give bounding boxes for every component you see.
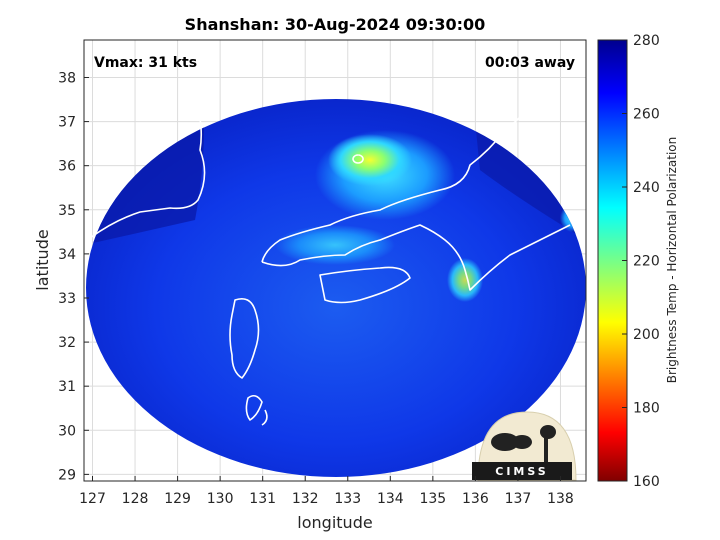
x-tick-label: 128	[122, 491, 149, 507]
coast-oki	[352, 154, 364, 164]
colorbar-tick-label: 220	[633, 254, 660, 270]
cimss-logo-text: CIMSS	[495, 465, 548, 478]
x-tick-label: 136	[462, 491, 489, 507]
x-axis-label: longitude	[297, 513, 372, 532]
colorbar-tick-label: 280	[633, 33, 660, 49]
vmax-annotation: Vmax: 31 kts	[94, 55, 197, 71]
colorbar-label: Brightness Temp - Horizontal Polarizatio…	[665, 137, 679, 384]
y-tick-label: 37	[58, 115, 76, 131]
x-tick-label: 134	[377, 491, 404, 507]
y-tick-label: 38	[58, 70, 76, 86]
swath-field	[86, 99, 586, 477]
y-axis-label: latitude	[33, 229, 52, 290]
x-tick-label: 127	[79, 491, 106, 507]
cimss-logo: CIMSS	[472, 411, 577, 481]
y-tick-label: 32	[58, 335, 76, 351]
y-tick-label: 31	[58, 379, 76, 395]
cold-feature-band	[275, 225, 395, 265]
y-tick-label: 36	[58, 159, 76, 175]
y-tick-label: 33	[58, 291, 76, 307]
y-tick-label: 34	[58, 247, 76, 263]
x-tick-label: 132	[292, 491, 319, 507]
coast-islands-south	[245, 394, 268, 426]
coast-honshu-south	[261, 224, 571, 291]
colorbar-tick-label: 240	[633, 180, 660, 196]
coast-kyushu	[229, 297, 260, 379]
colorbar-tick-label: 160	[633, 474, 660, 490]
x-tick-label: 138	[547, 491, 574, 507]
chart-title: Shanshan: 30-Aug-2024 09:30:00	[185, 15, 486, 34]
y-tick-label: 30	[58, 423, 76, 439]
plot-frame	[83, 39, 587, 482]
x-tick-label: 137	[505, 491, 532, 507]
y-tick-label: 29	[58, 467, 76, 483]
coast-korea	[89, 84, 206, 239]
x-axis: 127 128 129 130 131 132 133 134 135 136 137 138	[79, 476, 574, 507]
time-away-annotation: 00:03 away	[485, 55, 575, 71]
x-tick-label: 135	[419, 491, 446, 507]
y-tick-label: 35	[58, 203, 76, 219]
colorbar-tick-label: 200	[633, 327, 660, 343]
colorbar-ticks: 160 180 200 220 240 260 280	[622, 33, 660, 490]
y-axis: 29 30 31 32 33 34 35 36 37 38	[58, 70, 89, 483]
colorbar-tick-label: 180	[633, 401, 660, 417]
x-tick-label: 133	[334, 491, 361, 507]
cold-feature-east	[447, 258, 483, 302]
x-tick-label: 130	[207, 491, 234, 507]
cold-feature-core	[328, 134, 412, 186]
colorbar-tick-label: 260	[633, 107, 660, 123]
coast-shikoku	[319, 266, 411, 304]
coast-honshu-north	[261, 97, 536, 263]
x-tick-label: 129	[164, 491, 191, 507]
coastlines	[89, 84, 571, 426]
x-tick-label: 131	[249, 491, 276, 507]
